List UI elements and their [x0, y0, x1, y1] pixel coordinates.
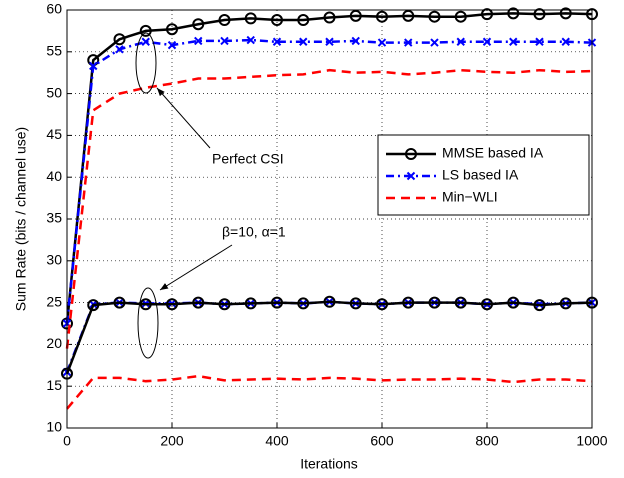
marker — [325, 37, 334, 46]
marker — [349, 9, 362, 22]
marker — [323, 295, 336, 308]
marker — [218, 298, 231, 311]
legend-items: MMSE based IA LS based IA Min−WLI — [386, 145, 544, 205]
x-tick-label: 0 — [63, 433, 71, 449]
marker — [481, 8, 493, 21]
series-line — [65, 38, 593, 324]
marker — [192, 18, 205, 31]
marker — [271, 14, 283, 27]
y-tick-label: 35 — [46, 210, 62, 226]
annotation: β=10, α=1 — [222, 224, 286, 240]
y-tick-label: 25 — [46, 293, 62, 309]
marker — [376, 298, 388, 311]
marker — [113, 296, 126, 309]
series-line — [65, 300, 593, 375]
marker — [404, 38, 413, 47]
marker — [405, 148, 417, 160]
marker — [377, 38, 387, 47]
ellipse — [135, 32, 157, 94]
marker — [246, 35, 255, 45]
legend-label: Min−WLI — [442, 189, 498, 205]
marker — [349, 297, 362, 310]
marker — [244, 297, 257, 310]
marker — [297, 297, 310, 310]
marker — [272, 37, 282, 46]
marker — [481, 298, 493, 311]
y-tick-label: 60 — [46, 1, 62, 17]
arrow — [156, 87, 211, 149]
marker — [428, 10, 441, 23]
marker — [194, 36, 203, 46]
marker — [406, 171, 416, 181]
marker — [87, 299, 100, 312]
y-tick-label: 20 — [46, 335, 62, 351]
marker — [376, 10, 388, 23]
legend-label: LS based IA — [442, 167, 519, 183]
marker — [113, 33, 126, 46]
x-tick-label: 400 — [265, 433, 289, 449]
marker — [139, 298, 152, 311]
marker — [271, 296, 283, 309]
y-tick-label: 55 — [46, 43, 62, 59]
y-tick-label: 40 — [46, 168, 62, 184]
lines — [61, 7, 598, 410]
x-tick-label: 600 — [370, 433, 394, 449]
y-tick-label: 15 — [46, 377, 62, 393]
series-line — [65, 12, 593, 324]
series-line — [65, 68, 593, 349]
axes-box — [66, 9, 593, 429]
marker — [115, 45, 124, 54]
legend-label: MMSE based IA — [442, 145, 544, 161]
marker — [297, 14, 310, 27]
y-tick-label: 10 — [46, 419, 62, 435]
marker — [456, 37, 465, 46]
y-tick-label: 30 — [46, 252, 62, 268]
annotation: Perfect CSI — [212, 151, 284, 167]
marker — [351, 36, 360, 46]
marker — [402, 296, 415, 309]
ellipse — [137, 287, 159, 359]
marker — [218, 14, 231, 27]
marker — [299, 37, 308, 46]
y-tick-label: 45 — [46, 126, 62, 142]
marker — [561, 37, 570, 46]
arrow — [159, 244, 233, 291]
marker — [507, 7, 520, 20]
marker — [323, 11, 336, 24]
marker — [430, 38, 439, 47]
marker — [533, 8, 546, 21]
marker — [139, 24, 152, 37]
x-tick-label: 200 — [160, 433, 184, 449]
marker — [428, 296, 441, 309]
marker — [167, 40, 177, 50]
y-axis-label: Sum Rate (bits / channel use) — [13, 127, 29, 311]
x-tick-label: 1000 — [576, 433, 607, 449]
marker — [454, 10, 467, 23]
marker — [559, 297, 572, 310]
marker — [559, 7, 572, 20]
marker — [535, 37, 544, 46]
marker — [507, 296, 520, 309]
x-tick-label: 800 — [475, 433, 499, 449]
marker — [533, 299, 546, 312]
marker — [244, 12, 257, 25]
marker — [166, 23, 178, 36]
marker — [482, 37, 492, 46]
series-line — [66, 374, 593, 410]
marker — [509, 37, 518, 46]
marker — [192, 296, 205, 309]
marker — [454, 296, 467, 309]
y-tick-label: 50 — [46, 84, 62, 100]
marker — [89, 61, 98, 71]
x-axis-label: Iterations — [300, 456, 358, 472]
marker — [141, 37, 150, 46]
marker — [402, 9, 415, 22]
marker — [220, 36, 229, 46]
marker — [166, 298, 178, 311]
